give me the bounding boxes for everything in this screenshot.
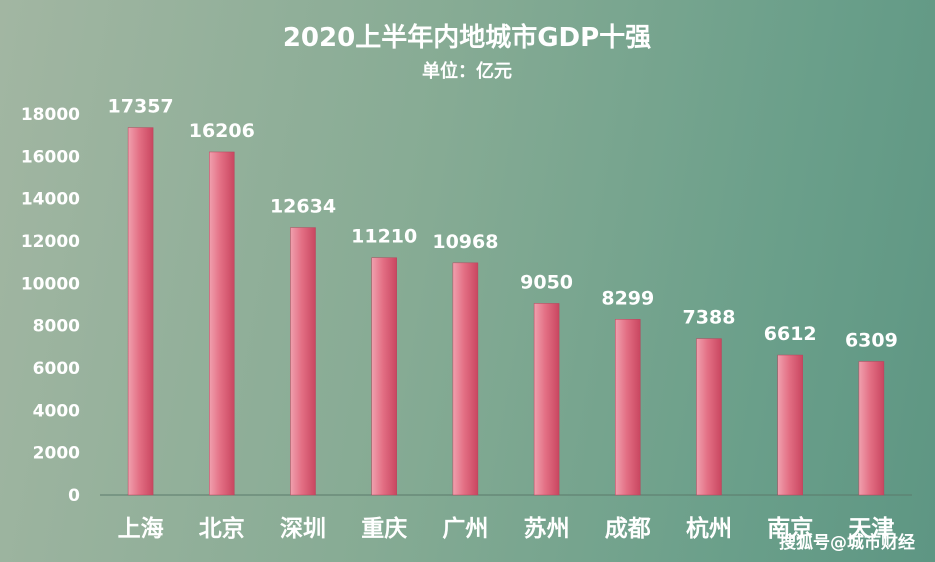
x-tick-label: 重庆 [361,515,407,542]
x-tick-label: 成都 [605,516,651,542]
bar-data-label: 6612 [764,323,817,345]
x-tick-label: 广州 [442,515,488,542]
x-axis: 上海 北京 深圳 重庆 广州 苏州 成都 杭州 南京 天津 [118,515,895,542]
bar-data-label: 12634 [270,196,336,218]
bar [452,262,479,496]
bar [777,354,803,496]
bar [371,257,397,496]
bar [127,127,154,496]
bar [858,361,885,496]
bar-data-label: 11210 [351,226,417,248]
x-tick-label: 苏州 [524,516,570,542]
y-tick-label: 12000 [21,232,80,252]
y-tick-label: 0 [68,486,80,506]
x-tick-label: 杭州 [686,515,732,542]
bars: 17357 16206 12634 11210 10968 9050 8299 7388 661… [108,96,898,496]
y-tick-label: 8000 [33,317,80,337]
bar-data-label: 6309 [845,329,898,351]
y-tick-label: 6000 [33,359,80,379]
x-tick-label: 南京 [767,515,813,542]
y-tick-label: 14000 [21,190,80,210]
x-tick-label: 天津 [848,515,894,542]
watermark: 搜狐号@城市财经 [779,532,915,553]
y-tick-label: 10000 [21,274,80,294]
bar [615,319,641,496]
bar-data-label: 17357 [108,96,174,118]
bar [533,303,560,496]
bar [696,338,722,496]
bar-data-label: 10968 [432,231,498,253]
bar-data-label: 7388 [683,307,736,329]
x-tick-label: 上海 [118,515,164,542]
chart-title: 2020上半年内地城市GDP十强 [283,22,651,53]
bar-data-label: 9050 [520,271,573,293]
bar [209,151,235,496]
bar-data-label: 16206 [189,120,255,142]
x-tick-label: 深圳 [280,516,326,542]
bar [290,227,316,496]
x-tick-label: 北京 [199,515,245,542]
y-tick-label: 18000 [21,105,80,125]
y-axis: 0 2000 4000 6000 8000 10000 12000 14000 16000 180… [21,105,80,506]
y-tick-label: 4000 [33,401,80,421]
y-tick-label: 16000 [21,147,80,167]
y-tick-label: 2000 [33,444,80,464]
chart-subtitle: 单位：亿元 [422,60,512,82]
bar-data-label: 8299 [601,287,654,309]
